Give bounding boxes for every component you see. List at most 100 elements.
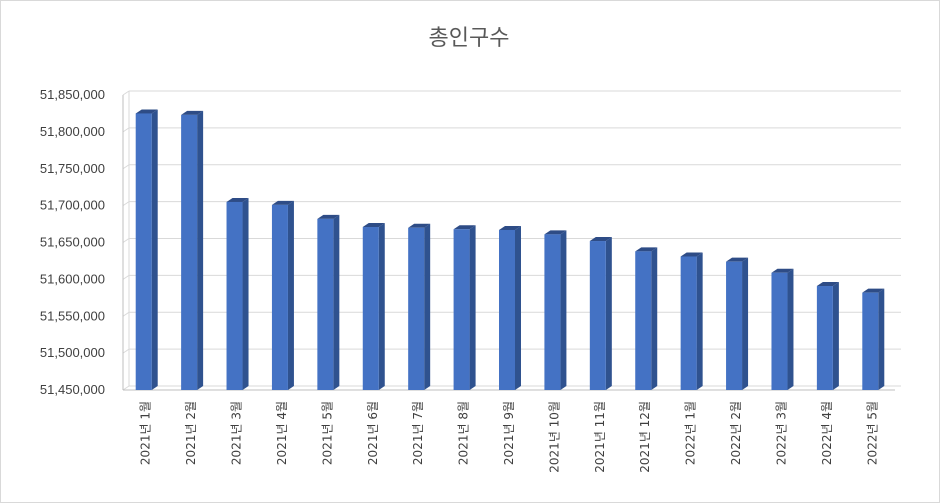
bar-side xyxy=(424,223,431,390)
x-axis-ticks: 2021년 1월 2021년 2월 2021년 3월 2021년 4월 2021년 5월… xyxy=(139,401,880,473)
bar-front xyxy=(816,286,833,390)
bar-front xyxy=(362,227,379,390)
bar xyxy=(453,225,476,390)
y-tick-label: 51,650,000 xyxy=(40,235,105,250)
gridline-side xyxy=(122,348,130,354)
x-tick-label: 2021년 7월 xyxy=(411,401,425,465)
x-tick-label: 2021년 3월 xyxy=(230,401,244,465)
gridline-side xyxy=(122,238,130,243)
bar-top xyxy=(589,237,612,242)
x-tick-label: 2021년 2월 xyxy=(184,401,198,465)
bar-front xyxy=(226,201,243,390)
bar-front xyxy=(771,272,788,390)
bar-front xyxy=(317,218,334,390)
bar-side xyxy=(242,197,249,390)
y-tick-label: 51,700,000 xyxy=(40,198,105,213)
gridline-side xyxy=(122,385,130,391)
bar-top xyxy=(271,200,294,205)
bar xyxy=(499,225,521,390)
bar xyxy=(680,252,703,390)
bar-top xyxy=(362,223,385,228)
x-tick-label: 2021년 6월 xyxy=(366,401,380,465)
bar-side xyxy=(151,109,158,390)
bar-front xyxy=(589,241,606,390)
x-tick-label: 2022년 3월 xyxy=(774,401,788,465)
x-tick-label: 2021년 9월 xyxy=(502,401,516,465)
y-tick-label: 51,800,000 xyxy=(40,124,105,139)
y-tick-label: 51,750,000 xyxy=(40,161,105,176)
bar-top xyxy=(453,225,476,230)
bar xyxy=(771,268,794,390)
bar-top xyxy=(226,197,249,202)
bar-front xyxy=(635,251,652,390)
bar-top xyxy=(771,268,794,273)
x-tick-label: 2021년 1월 xyxy=(139,401,153,465)
bar-top xyxy=(408,223,431,228)
bar xyxy=(726,257,749,390)
y-tick-label: 51,850,000 xyxy=(40,87,105,102)
bar xyxy=(362,223,385,390)
y-tick-label: 51,500,000 xyxy=(40,345,105,360)
x-tick-label: 2022년 5월 xyxy=(865,401,879,465)
bar-side xyxy=(287,200,294,390)
gridline-side xyxy=(122,201,130,207)
bar-top xyxy=(680,252,703,257)
bar xyxy=(862,288,885,390)
bar-side xyxy=(878,288,885,390)
gridline-side xyxy=(122,127,130,133)
bar-top xyxy=(135,109,158,114)
gridline-side xyxy=(122,164,130,170)
bar xyxy=(544,230,567,390)
bar xyxy=(635,247,658,390)
x-tick-label: 2021년 5월 xyxy=(320,401,334,465)
x-tick-label: 2022년 1월 xyxy=(684,401,698,465)
x-tick-label: 2021년 10월 xyxy=(547,401,561,473)
y-tick-label: 51,600,000 xyxy=(40,271,105,286)
bar xyxy=(317,214,340,390)
bar xyxy=(408,223,431,390)
chart-title: 총인구수 xyxy=(429,26,510,51)
bar-top xyxy=(635,247,658,252)
bar-side xyxy=(560,230,567,390)
bar-side xyxy=(197,110,204,390)
bars xyxy=(135,109,885,390)
x-tick-label: 2021년 12월 xyxy=(638,401,652,473)
bar-front xyxy=(499,229,515,390)
bar-top xyxy=(317,214,340,219)
bar-front xyxy=(544,234,561,390)
bar xyxy=(135,109,158,390)
bar-front xyxy=(726,261,743,390)
bar-side xyxy=(333,214,340,390)
bar-side xyxy=(742,257,749,390)
bar-side xyxy=(605,237,612,390)
x-tick-label: 2022년 4월 xyxy=(820,401,834,465)
bar xyxy=(271,200,294,390)
bar-front xyxy=(408,227,425,390)
bar xyxy=(181,110,204,390)
bar-side xyxy=(378,223,385,390)
bar-front xyxy=(135,113,152,390)
bar-side xyxy=(515,225,521,390)
bar-side xyxy=(696,252,703,390)
bar-front xyxy=(271,204,288,390)
bar-top xyxy=(862,288,885,293)
x-tick-label: 2021년 8월 xyxy=(457,401,471,465)
y-axis-ticks: 51,450,000 51,500,000 51,550,000 51,600,000… xyxy=(40,87,105,397)
x-tick-label: 2022년 2월 xyxy=(729,401,743,465)
gridline-side xyxy=(122,90,130,96)
bar-front xyxy=(181,114,198,390)
bar-top xyxy=(816,282,839,287)
bar-side xyxy=(787,268,794,390)
bar xyxy=(589,237,612,390)
bar-top xyxy=(544,230,567,235)
bar xyxy=(226,197,249,390)
bar-front xyxy=(453,229,470,390)
x-tick-label: 2021년 11월 xyxy=(593,401,607,473)
y-tick-label: 51,550,000 xyxy=(40,308,105,323)
x-tick-label: 2021년 4월 xyxy=(275,401,289,465)
bar xyxy=(816,282,839,390)
bar-side xyxy=(832,282,839,390)
bar-side xyxy=(651,247,658,390)
